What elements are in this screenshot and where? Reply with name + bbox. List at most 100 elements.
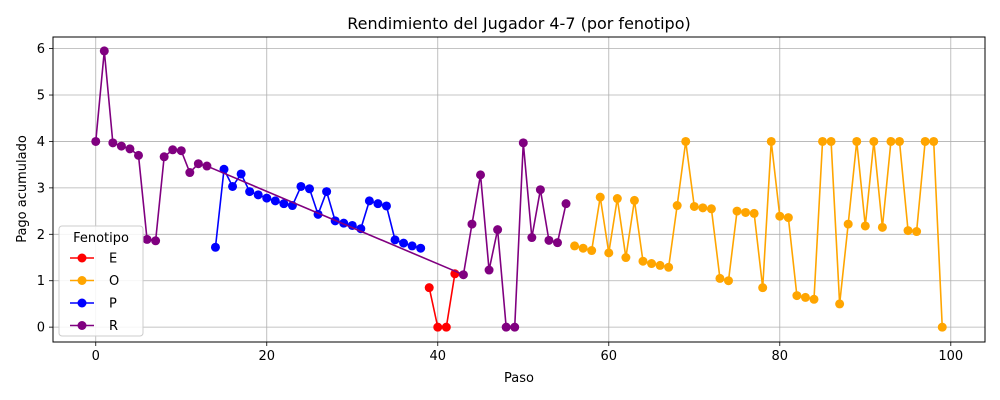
data-point: [202, 161, 212, 171]
data-point: [228, 181, 238, 191]
data-point: [672, 201, 682, 211]
data-point: [476, 170, 486, 180]
y-tick-label: 5: [37, 89, 45, 104]
data-point: [518, 138, 528, 148]
data-point: [681, 136, 691, 146]
data-point: [501, 322, 511, 332]
legend-marker: [77, 276, 87, 285]
legend-marker: [77, 321, 87, 330]
legend-label: R: [109, 319, 118, 334]
data-point: [698, 203, 708, 213]
data-point: [655, 260, 665, 270]
data-point: [373, 199, 383, 209]
data-point: [535, 185, 545, 195]
series-p: [210, 164, 426, 253]
plot-frame: [52, 36, 986, 343]
data-point: [322, 187, 332, 197]
data-point: [852, 136, 862, 146]
data-point: [621, 253, 631, 263]
data-point: [638, 256, 648, 266]
data-point: [116, 141, 126, 151]
series-line: [94, 50, 567, 328]
data-point: [758, 283, 768, 293]
y-tick-label: 0: [37, 321, 45, 336]
data-point: [527, 233, 537, 243]
data-point: [835, 299, 845, 309]
x-tick-label: 20: [258, 349, 275, 364]
data-point: [441, 322, 451, 332]
data-point: [433, 322, 443, 332]
data-point: [826, 136, 836, 146]
data-point: [715, 273, 725, 283]
data-point: [570, 241, 580, 251]
data-point: [236, 169, 246, 179]
data-point: [99, 46, 109, 56]
data-point: [587, 246, 597, 256]
data-point: [125, 144, 135, 154]
data-point: [458, 270, 468, 280]
data-point: [493, 225, 503, 235]
data-point: [510, 322, 520, 332]
legend-entry-p: P: [70, 297, 117, 312]
data-point: [741, 207, 751, 217]
data-point: [142, 234, 152, 244]
x-tick-label: 60: [601, 349, 618, 364]
data-point: [176, 146, 186, 156]
data-point: [895, 136, 904, 146]
data-point: [629, 195, 639, 205]
data-point: [869, 136, 879, 146]
data-point: [800, 292, 810, 302]
data-point: [929, 136, 939, 146]
series-r: [91, 46, 571, 332]
data-point: [305, 184, 315, 194]
x-tick-label: 0: [92, 349, 100, 364]
data-point: [783, 213, 793, 223]
data-point: [792, 291, 802, 301]
data-point: [766, 136, 776, 146]
series-line: [428, 273, 456, 328]
y-tick-label: 3: [37, 181, 45, 196]
legend-marker: [77, 253, 87, 263]
series-e: [424, 269, 460, 332]
data-point: [151, 236, 161, 246]
data-point: [604, 248, 614, 258]
y-axis-label: Pago acumulado: [15, 135, 30, 243]
data-point: [749, 208, 759, 218]
data-point: [168, 145, 178, 155]
data-point: [253, 190, 263, 200]
data-point: [706, 204, 716, 214]
axis-ticks: 0 20 40 60 80 100 0 1 2 3 4 5 6: [37, 42, 963, 364]
data-point: [578, 243, 588, 253]
data-point: [185, 168, 195, 178]
data-point: [407, 241, 417, 251]
data-point: [134, 150, 143, 160]
data-point: [920, 136, 930, 146]
legend-marker: [77, 298, 87, 308]
data-point: [877, 222, 887, 232]
data-point: [91, 136, 101, 146]
data-point: [262, 193, 272, 203]
data-point: [818, 136, 828, 146]
y-tick-label: 1: [37, 274, 45, 289]
data-point: [689, 201, 699, 211]
data-point: [843, 219, 853, 229]
data-point: [390, 235, 400, 245]
data-point: [416, 243, 426, 253]
data-point: [424, 283, 434, 293]
data-point: [664, 262, 674, 272]
legend-box: [58, 225, 144, 337]
data-point: [279, 199, 289, 209]
data-point: [381, 201, 391, 211]
y-tick-label: 4: [37, 135, 45, 150]
data-point: [193, 159, 203, 169]
series-layer: [91, 46, 947, 332]
legend-label: P: [109, 297, 117, 312]
data-point: [399, 238, 409, 248]
data-point: [210, 242, 220, 252]
data-point: [245, 187, 255, 197]
chart-title: Rendimiento del Jugador 4-7 (por fenotip…: [347, 14, 691, 33]
data-point: [860, 221, 870, 231]
